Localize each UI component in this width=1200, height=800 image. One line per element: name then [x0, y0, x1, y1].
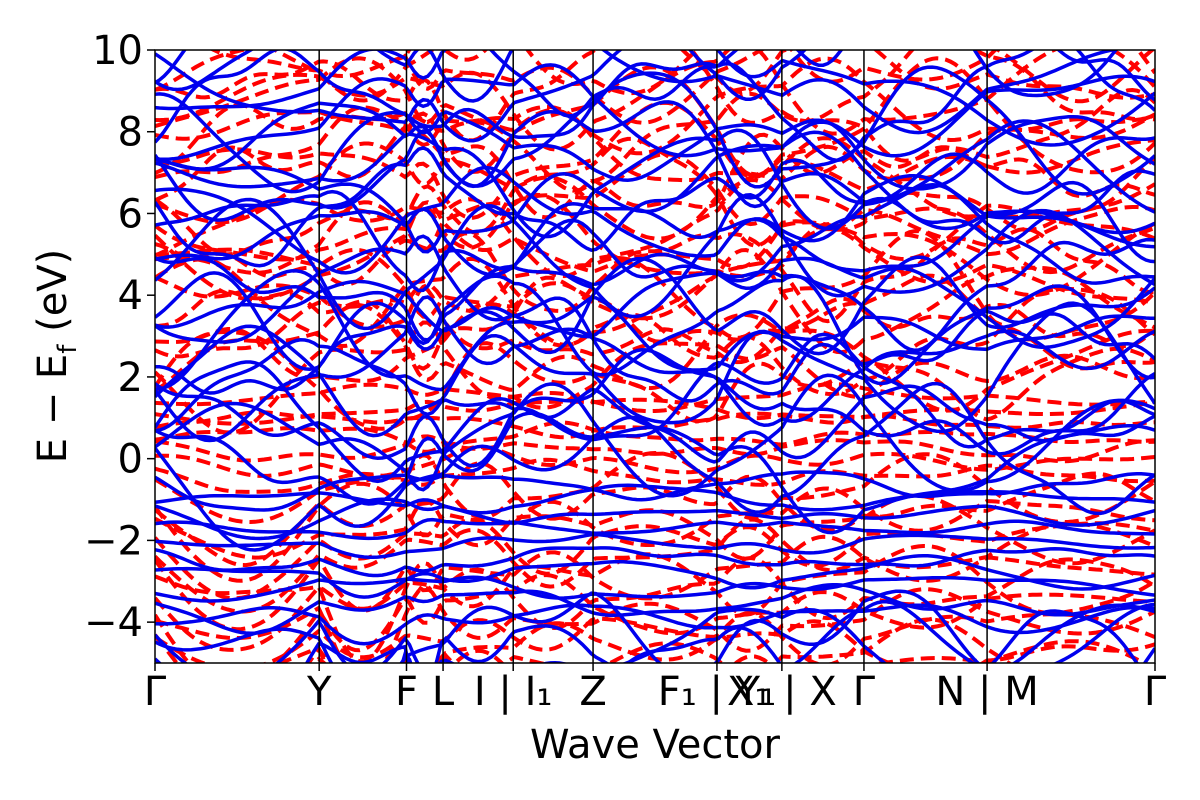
solid-band	[155, 301, 1155, 438]
y-tick-label: 8	[118, 110, 143, 156]
x-tick-label: Z	[579, 669, 606, 715]
dashed-band	[155, 610, 1155, 663]
x-tick-label: X₁ | X	[727, 669, 837, 715]
dashed-band	[155, 420, 1155, 454]
solid-band	[155, 332, 1155, 449]
solid-band	[155, 582, 1155, 636]
dashed-band	[155, 87, 1155, 193]
dashed-band	[155, 543, 1155, 663]
solid-band	[155, 575, 1155, 603]
solid-band	[155, 295, 1155, 443]
solid-band	[155, 130, 1155, 254]
dashed-band	[155, 517, 1155, 614]
y-tick-label: −4	[84, 600, 143, 646]
dashed-band	[155, 100, 1155, 220]
dashed-band	[155, 104, 1155, 183]
y-tick-label: 10	[92, 28, 143, 74]
y-axis-label: E − Ef (eV)	[30, 249, 83, 464]
dashed-band	[155, 152, 1155, 275]
x-tick-label: Γ	[853, 669, 876, 715]
dashed-band	[155, 517, 1155, 601]
solid-band	[155, 517, 1155, 541]
y-axis-ticks: 10 8 6 4 2 0 −2 −4	[84, 28, 155, 646]
solid-band	[155, 234, 1155, 350]
solid-band	[155, 218, 1155, 352]
dashed-band	[155, 481, 1155, 583]
solid-band	[155, 92, 1155, 194]
solid-band	[155, 470, 1155, 512]
solid-band	[155, 165, 1155, 275]
solid-band	[155, 63, 1155, 162]
solid-band	[155, 50, 1155, 147]
solid-band	[155, 193, 1155, 331]
solid-band	[155, 50, 1121, 135]
y-axis-label-sub: f	[53, 344, 83, 354]
solid-band	[155, 65, 1155, 196]
x-tick-label: Γ	[1144, 669, 1167, 715]
solid-band	[155, 602, 1155, 663]
x-tick-label: Y	[306, 669, 332, 715]
dashed-band	[155, 192, 1155, 279]
x-tick-label: Γ	[144, 669, 167, 715]
dashed-band	[155, 124, 1155, 220]
x-tick-label: F	[395, 669, 418, 715]
x-tick-label: L	[432, 669, 455, 715]
plot-frame	[154, 49, 1156, 664]
solid-band	[155, 373, 1155, 498]
dashed-band	[209, 50, 1155, 104]
dashed-band	[155, 434, 1155, 464]
solid-band	[155, 554, 1155, 599]
dashed-band	[155, 286, 1155, 397]
dashed-band	[155, 50, 1155, 143]
solid-band	[155, 603, 1155, 646]
dashed-band	[155, 330, 1155, 431]
dashed-band	[155, 50, 1155, 125]
y-tick-label: 2	[118, 355, 143, 401]
solid-band	[155, 271, 1155, 386]
solid-band	[155, 255, 1155, 356]
dashed-band	[155, 303, 1155, 413]
solid-band	[155, 50, 1118, 103]
x-tick-label: I | I₁	[474, 669, 553, 715]
solid-band	[155, 50, 1155, 118]
solid-band	[155, 497, 1155, 541]
y-axis-label-main: E − E	[30, 354, 76, 464]
dashed-band	[155, 397, 1155, 426]
y-tick-label: 0	[118, 437, 143, 483]
solid-band	[155, 589, 1155, 663]
y-tick-label: −2	[84, 518, 143, 564]
dashed-band	[155, 457, 1155, 494]
solid-bands	[155, 50, 1155, 663]
solid-band	[155, 360, 1155, 484]
solid-band	[155, 182, 1155, 286]
x-tick-label: N | M	[935, 669, 1038, 715]
dashed-band	[155, 247, 1155, 355]
dashed-band	[155, 136, 1155, 257]
dashed-band	[155, 200, 1155, 302]
solid-band	[155, 532, 1155, 560]
x-tick-label: F₁ | Y₁	[658, 669, 776, 715]
y-axis-label-unit: (eV)	[30, 249, 76, 345]
solid-band	[155, 50, 1155, 163]
dashed-band	[155, 275, 1155, 371]
x-axis-label: Wave Vector	[530, 722, 781, 768]
dashed-band	[155, 445, 1155, 478]
y-tick-label: 4	[118, 273, 143, 319]
dashed-band	[155, 493, 1155, 566]
solid-band	[155, 100, 1155, 222]
kpoint-divider-lines	[318, 50, 988, 663]
y-tick-label: 6	[118, 191, 143, 237]
dashed-band	[155, 572, 1155, 663]
solid-band	[155, 546, 1155, 578]
solid-band	[155, 269, 1155, 392]
